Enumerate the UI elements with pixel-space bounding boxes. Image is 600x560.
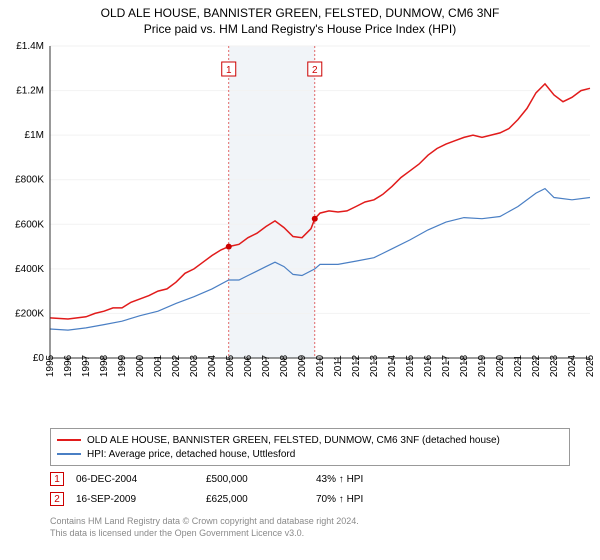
svg-text:2: 2 xyxy=(312,65,318,76)
svg-text:2007: 2007 xyxy=(261,354,272,377)
svg-text:2009: 2009 xyxy=(297,354,308,377)
svg-text:2012: 2012 xyxy=(351,354,362,377)
svg-text:1995: 1995 xyxy=(45,354,56,377)
svg-text:2006: 2006 xyxy=(243,354,254,377)
svg-text:2015: 2015 xyxy=(405,354,416,377)
legend-label: HPI: Average price, detached house, Uttl… xyxy=(87,449,295,460)
svg-text:2025: 2025 xyxy=(585,354,596,377)
svg-text:2017: 2017 xyxy=(441,354,452,377)
legend-item: HPI: Average price, detached house, Uttl… xyxy=(57,447,563,461)
svg-text:£0: £0 xyxy=(33,353,45,364)
legend-swatch xyxy=(57,453,81,455)
svg-text:£800K: £800K xyxy=(15,175,44,186)
svg-text:2005: 2005 xyxy=(225,354,236,377)
svg-text:2014: 2014 xyxy=(387,354,398,377)
legend-item: OLD ALE HOUSE, BANNISTER GREEN, FELSTED,… xyxy=(57,433,563,447)
svg-text:2003: 2003 xyxy=(189,354,200,377)
svg-text:£1M: £1M xyxy=(25,130,44,141)
sale-date: 16-SEP-2009 xyxy=(76,494,206,505)
svg-text:2016: 2016 xyxy=(423,354,434,377)
sale-marker-box: 1 xyxy=(50,472,64,486)
svg-text:2010: 2010 xyxy=(315,354,326,377)
svg-text:2020: 2020 xyxy=(495,354,506,377)
svg-text:1997: 1997 xyxy=(81,354,92,377)
legend: OLD ALE HOUSE, BANNISTER GREEN, FELSTED,… xyxy=(50,428,570,466)
legend-label: OLD ALE HOUSE, BANNISTER GREEN, FELSTED,… xyxy=(87,435,500,446)
chart-area: £0 £200K £400K £600K £800K £1M £1.2M £1.4M 1995 1… xyxy=(0,38,600,428)
sale-marker-box: 2 xyxy=(50,492,64,506)
sale-price: £625,000 xyxy=(206,494,316,505)
chart-titles: OLD ALE HOUSE, BANNISTER GREEN, FELSTED,… xyxy=(0,0,600,38)
svg-text:1: 1 xyxy=(226,65,232,76)
footer-attribution: Contains HM Land Registry data © Crown c… xyxy=(50,516,570,539)
svg-text:2023: 2023 xyxy=(549,354,560,377)
svg-text:2021: 2021 xyxy=(513,354,524,377)
svg-text:2013: 2013 xyxy=(369,354,380,377)
footer-line-2: This data is licensed under the Open Gov… xyxy=(50,528,570,540)
sale-delta: 43% ↑ HPI xyxy=(316,474,436,485)
title-line-2: Price paid vs. HM Land Registry's House … xyxy=(8,22,592,36)
svg-text:£1.4M: £1.4M xyxy=(16,41,44,52)
svg-text:1998: 1998 xyxy=(99,354,110,377)
svg-text:2008: 2008 xyxy=(279,354,290,377)
svg-text:2002: 2002 xyxy=(171,354,182,377)
svg-text:2024: 2024 xyxy=(567,354,578,377)
svg-text:£400K: £400K xyxy=(15,264,44,275)
svg-text:£600K: £600K xyxy=(15,219,44,230)
sale-date: 06-DEC-2004 xyxy=(76,474,206,485)
svg-text:£1.2M: £1.2M xyxy=(16,86,44,97)
footer-line-1: Contains HM Land Registry data © Crown c… xyxy=(50,516,570,528)
title-line-1: OLD ALE HOUSE, BANNISTER GREEN, FELSTED,… xyxy=(8,6,592,20)
svg-text:2019: 2019 xyxy=(477,354,488,377)
legend-swatch xyxy=(57,439,81,441)
svg-text:2000: 2000 xyxy=(135,354,146,377)
svg-text:2001: 2001 xyxy=(153,354,164,377)
svg-text:1999: 1999 xyxy=(117,354,128,377)
svg-text:1996: 1996 xyxy=(63,354,74,377)
chart-container: OLD ALE HOUSE, BANNISTER GREEN, FELSTED,… xyxy=(0,0,600,560)
svg-text:2004: 2004 xyxy=(207,354,218,377)
svg-text:2018: 2018 xyxy=(459,354,470,377)
sale-delta: 70% ↑ HPI xyxy=(316,494,436,505)
sale-price: £500,000 xyxy=(206,474,316,485)
svg-text:£200K: £200K xyxy=(15,308,44,319)
sales-table: 1 06-DEC-2004£500,00043% ↑ HPI 2 16-SEP-200… xyxy=(50,472,570,506)
line-chart-svg: £0 £200K £400K £600K £800K £1M £1.2M £1.4M 1995 1… xyxy=(0,38,600,428)
svg-text:2011: 2011 xyxy=(333,355,344,377)
svg-text:2022: 2022 xyxy=(531,354,542,377)
